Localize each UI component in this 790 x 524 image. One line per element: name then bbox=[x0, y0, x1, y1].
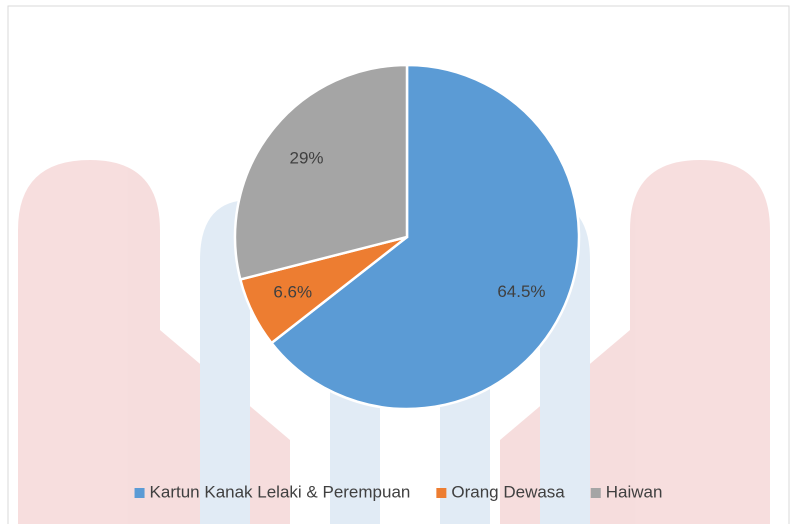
watermark-shape bbox=[200, 200, 250, 524]
data-label: 64.5% bbox=[497, 282, 545, 301]
data-label: 6.6% bbox=[273, 283, 312, 302]
legend-swatch bbox=[436, 488, 447, 498]
legend-label: Haiwan bbox=[606, 482, 663, 501]
pie-slice bbox=[269, 63, 581, 411]
data-label: 29% bbox=[289, 148, 323, 167]
legend-label: Orang Dewasa bbox=[451, 482, 565, 501]
legend-label: Kartun Kanak Lelaki & Perempuan bbox=[150, 482, 411, 501]
legend-swatch bbox=[134, 488, 145, 498]
watermark-shape bbox=[500, 160, 770, 524]
pie-slice bbox=[233, 63, 409, 281]
watermark-shape bbox=[18, 160, 290, 524]
legend-swatch bbox=[590, 488, 601, 498]
legend: Kartun Kanak Lelaki & Perempuan Orang Dew… bbox=[134, 482, 663, 501]
